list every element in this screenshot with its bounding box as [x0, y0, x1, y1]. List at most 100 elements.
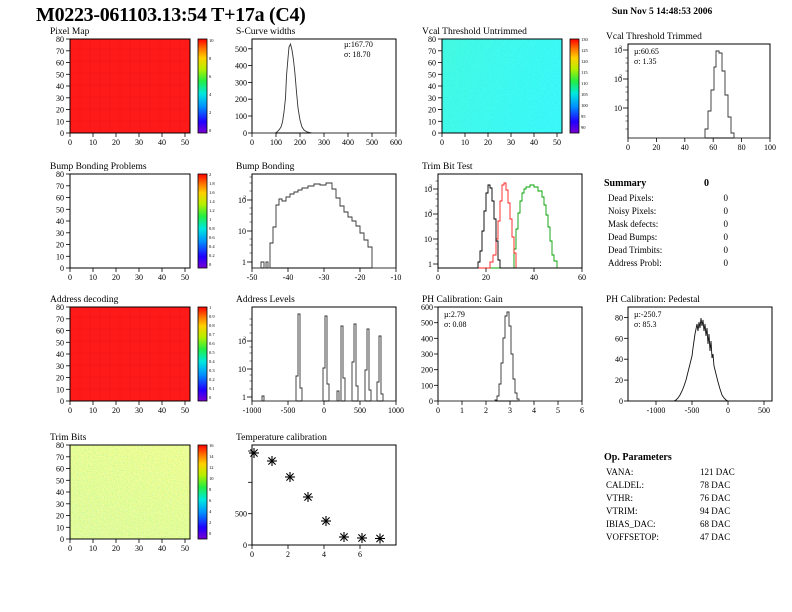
- op-parameter-label: VOFFSETOP:: [606, 532, 659, 542]
- svg-text:5: 5: [556, 406, 560, 415]
- svg-text:20: 20: [56, 512, 64, 521]
- panel-address-levels[interactable]: Address Levels: [222, 295, 407, 416]
- svg-text:130: 130: [581, 37, 589, 42]
- svg-text:10: 10: [209, 38, 214, 43]
- svg-text:0: 0: [619, 397, 623, 406]
- svg-text:10: 10: [89, 273, 97, 281]
- panel-scurve-widths[interactable]: S-Curve widths 0 100 200 300 400 500 600: [222, 27, 407, 146]
- svg-text:40: 40: [56, 82, 64, 91]
- svg-text:6: 6: [209, 74, 212, 79]
- op-parameter-label: VTHR:: [606, 493, 633, 503]
- svg-text:20: 20: [652, 143, 660, 151]
- svg-text:10: 10: [238, 196, 246, 205]
- svg-text:20: 20: [112, 544, 120, 553]
- svg-text:0: 0: [250, 138, 254, 146]
- op-parameter-label: VTRIM:: [606, 506, 638, 516]
- svg-text:2: 2: [484, 406, 488, 415]
- ph-pedestal-stats: µ:-250.7 σ: 85.3: [634, 310, 662, 330]
- panel-bump-bonding-problems[interactable]: Bump Bonding Problems 0 10 20 30 40 50: [36, 162, 221, 281]
- panel-pixel-map[interactable]: Pixel Map: [36, 27, 221, 146]
- svg-text:40: 40: [56, 488, 64, 497]
- svg-text:50: 50: [56, 338, 64, 347]
- op-parameters-title: Op. Parameters: [604, 452, 672, 463]
- panel-trim-bit-test[interactable]: Trim Bit Test: [408, 162, 593, 281]
- svg-text:600: 600: [390, 138, 402, 146]
- panel-ph-gain[interactable]: PH Calibration: Gain 0 1 2 3 4 5: [408, 295, 593, 416]
- svg-text:1.8: 1.8: [209, 181, 215, 186]
- svg-text:40: 40: [158, 544, 166, 553]
- svg-text:400: 400: [342, 138, 354, 146]
- svg-text:80: 80: [56, 303, 64, 312]
- svg-text:2: 2: [429, 209, 432, 215]
- svg-text:0: 0: [68, 544, 72, 553]
- panel-bump-bonding[interactable]: Bump Bonding: [222, 162, 407, 281]
- svg-text:6: 6: [209, 498, 212, 503]
- svg-text:3: 3: [619, 45, 622, 51]
- svg-text:50: 50: [428, 70, 436, 79]
- svg-text:-1000: -1000: [647, 406, 666, 415]
- op-parameter-label: VANA:: [606, 467, 634, 477]
- svg-text:2: 2: [209, 172, 211, 177]
- svg-text:1: 1: [209, 217, 211, 222]
- svg-text:0.8: 0.8: [209, 323, 215, 328]
- address-levels-plot: -1000 -500 0 500 1000 110 102: [238, 306, 404, 415]
- svg-text:10: 10: [614, 75, 622, 84]
- svg-text:-1000: -1000: [243, 406, 262, 415]
- svg-text:50: 50: [553, 138, 561, 146]
- svg-text:80: 80: [56, 35, 64, 44]
- svg-text:1: 1: [242, 258, 246, 267]
- svg-text:400: 400: [421, 334, 433, 343]
- panel-title: Vcal Threshold Trimmed: [606, 32, 702, 42]
- svg-text:30: 30: [56, 362, 64, 371]
- svg-text:100: 100: [235, 112, 247, 121]
- svg-text:4: 4: [209, 509, 212, 514]
- svg-text:20: 20: [56, 374, 64, 383]
- svg-text:0.3: 0.3: [209, 368, 215, 373]
- vcal-trimmed-plot: 0 20 40 60 80 100 10 102 103: [614, 43, 776, 151]
- op-parameter-value: 76 DAC: [700, 493, 731, 503]
- vcal-untrimmed-plot: 0 10 20 30 40 50 0 10 20 30 40 50 60 70 80 130 125 1…: [428, 35, 589, 146]
- svg-text:1: 1: [242, 393, 246, 402]
- svg-text:20: 20: [484, 138, 492, 146]
- svg-text:0.2: 0.2: [209, 253, 215, 258]
- summary-row-label: Dead Trimbits:: [608, 245, 663, 255]
- svg-text:4: 4: [322, 550, 326, 559]
- svg-text:40: 40: [56, 350, 64, 359]
- svg-text:0: 0: [429, 397, 433, 406]
- svg-text:90: 90: [581, 125, 586, 130]
- svg-text:0: 0: [60, 535, 64, 544]
- svg-text:0: 0: [250, 550, 254, 559]
- svg-text:4: 4: [532, 406, 536, 415]
- svg-text:1.4: 1.4: [209, 199, 215, 204]
- svg-text:8: 8: [209, 487, 212, 492]
- panel-title: Bump Bonding: [236, 162, 295, 172]
- svg-text:70: 70: [56, 47, 64, 56]
- svg-text:70: 70: [56, 453, 64, 462]
- svg-text:115: 115: [581, 70, 588, 75]
- op-parameter-value: 68 DAC: [700, 519, 731, 529]
- svg-text:0: 0: [209, 531, 212, 536]
- svg-text:0: 0: [626, 143, 630, 151]
- summary-row-label: Mask defects:: [608, 219, 659, 229]
- svg-text:80: 80: [56, 441, 64, 450]
- svg-text:10: 10: [238, 337, 246, 346]
- summary-row-label: Noisy Pixels:: [608, 206, 657, 216]
- panel-title: PH Calibration: Pedestal: [606, 295, 700, 305]
- panel-vcal-trimmed[interactable]: Vcal Threshold Trimmed: [596, 32, 784, 151]
- op-parameter-value: 121 DAC: [700, 467, 735, 477]
- svg-text:20: 20: [56, 106, 64, 115]
- svg-text:2: 2: [209, 110, 211, 115]
- panel-ph-pedestal[interactable]: PH Calibration: Pedestal -1000 -500 0 500: [596, 295, 786, 416]
- panel-vcal-untrimmed[interactable]: Vcal Threshold Untrimmed: [408, 27, 593, 146]
- svg-text:-30: -30: [319, 273, 330, 281]
- panel-address-decoding[interactable]: Address decoding: [36, 295, 221, 416]
- svg-text:60: 60: [709, 143, 717, 151]
- svg-text:0: 0: [440, 138, 444, 146]
- panel-temperature-calibration[interactable]: Temperature calibration: [222, 433, 412, 564]
- svg-text:30: 30: [56, 500, 64, 509]
- panel-trim-bits[interactable]: Trim Bits: [36, 433, 221, 559]
- svg-text:80: 80: [56, 170, 64, 179]
- vcal-trimmed-mu: µ:60.65: [634, 47, 659, 56]
